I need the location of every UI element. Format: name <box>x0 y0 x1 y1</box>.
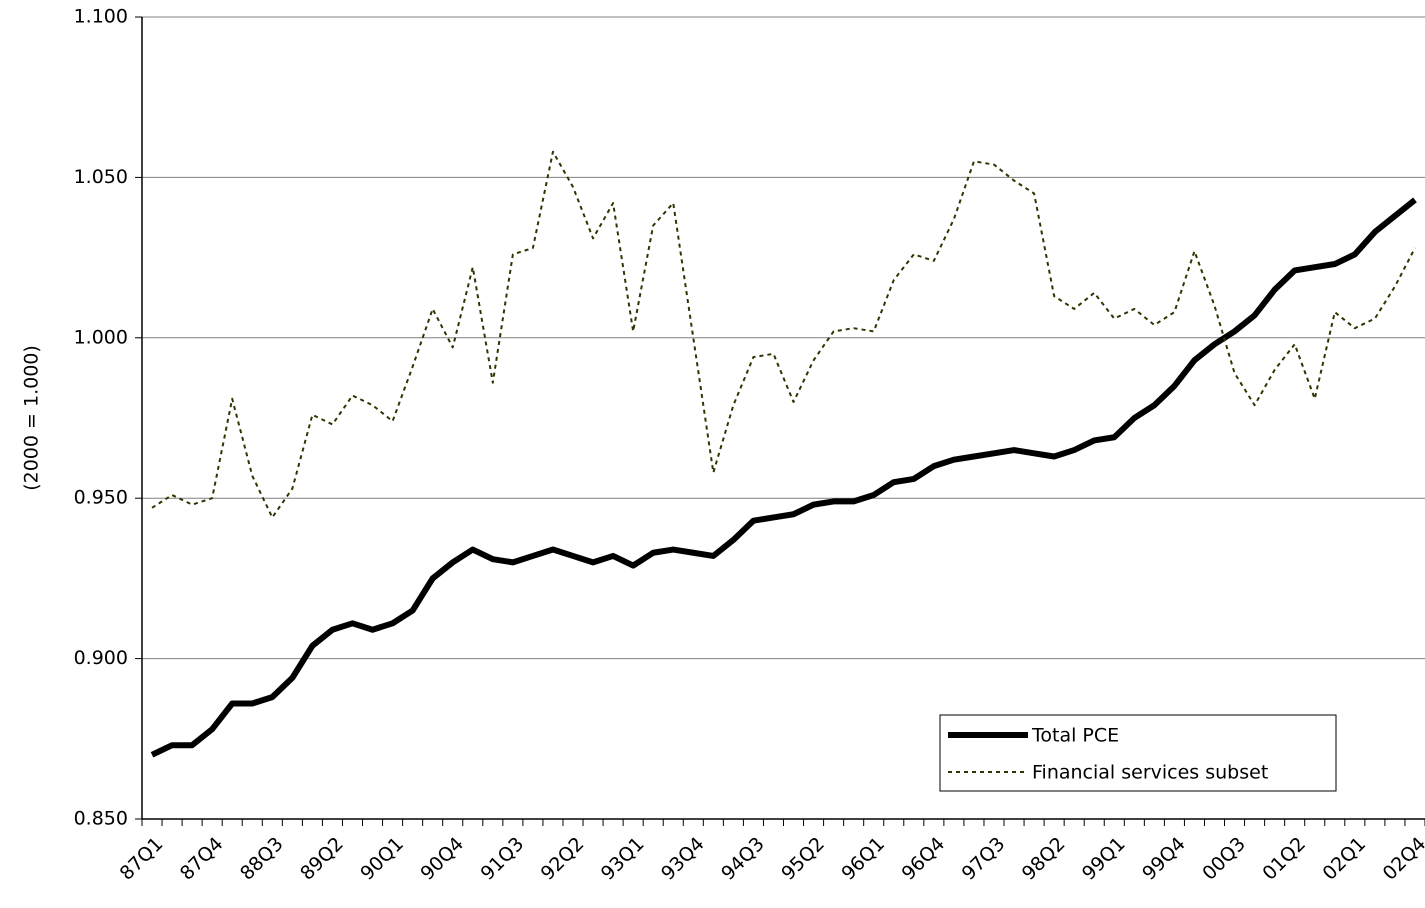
data-line <box>150 197 1417 758</box>
x-tick-label: 91Q3 <box>477 833 529 885</box>
x-tick-label: 88Q3 <box>236 833 288 885</box>
x-tick-label: 90Q1 <box>356 833 408 885</box>
y-tick-label: 1.100 <box>74 6 128 28</box>
x-tick-label: 99Q1 <box>1078 833 1130 885</box>
x-tick-label: 95Q2 <box>777 833 829 885</box>
x-tick-label: 93Q4 <box>657 833 709 885</box>
x-tick-label: 97Q3 <box>958 833 1010 885</box>
x-tick-label: 98Q2 <box>1018 833 1070 885</box>
y-tick-label: 1.050 <box>74 166 128 188</box>
data-line <box>151 150 1416 519</box>
x-tick-label: 89Q2 <box>296 833 348 885</box>
x-tick-label: 02Q4 <box>1379 833 1425 885</box>
x-tick-label: 99Q4 <box>1138 833 1190 885</box>
y-tick-label: 0.850 <box>74 808 128 830</box>
x-tick-label: 96Q4 <box>897 833 949 885</box>
x-tick-label: 00Q3 <box>1198 833 1250 885</box>
x-tick-label: 96Q1 <box>837 833 889 885</box>
x-tick-label: 90Q4 <box>416 833 468 885</box>
legend-box <box>939 714 1337 792</box>
legend-label: Financial services subset <box>1032 762 1268 784</box>
legend-label: Total PCE <box>1031 725 1119 747</box>
y-tick-label: 1.000 <box>74 326 128 348</box>
x-tick-label: 01Q2 <box>1258 833 1310 885</box>
x-tick-label: 02Q1 <box>1318 833 1370 885</box>
x-tick-label: 87Q1 <box>116 833 168 885</box>
y-axis-label: (2000 = 1.000) <box>21 345 43 491</box>
legend: Total PCE Financial services subset <box>939 714 1337 792</box>
x-tick-label: 93Q1 <box>597 833 649 885</box>
x-tick-label: 92Q2 <box>537 833 589 885</box>
x-tick-label: 94Q3 <box>717 833 769 885</box>
y-tick-label: 0.900 <box>74 647 128 669</box>
y-tick-label: 0.950 <box>74 487 128 509</box>
x-tick-label: 87Q4 <box>176 833 228 885</box>
